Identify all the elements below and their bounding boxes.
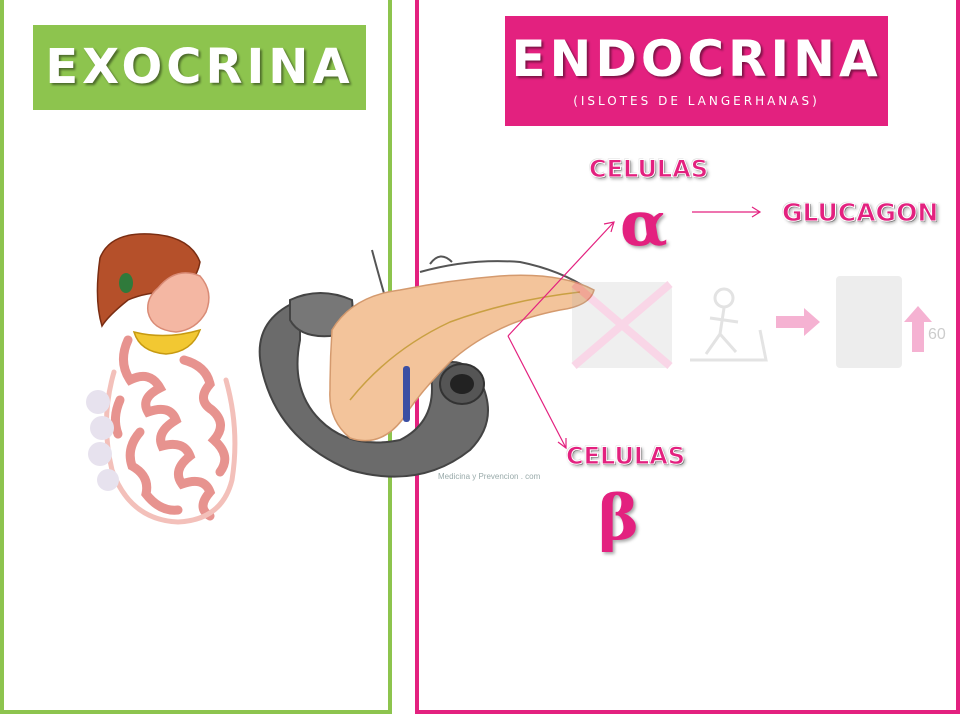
arrow-right-icon: [776, 308, 820, 336]
no-food-icon: [571, 280, 673, 370]
watermark-text: Medicina y Prevencion . com: [438, 472, 541, 481]
glucagon-arrow: [692, 206, 762, 218]
alpha-cells-label: CELULAS: [588, 155, 709, 184]
arrow-up-icon: [904, 306, 932, 352]
intestines-icon: [110, 335, 230, 521]
exocrine-panel: [0, 0, 392, 714]
stomach-icon: [132, 272, 210, 355]
alpha-arrow: [507, 221, 615, 337]
faint-number: 60: [928, 326, 946, 343]
glucagon-label: GLUCAGON: [781, 198, 939, 228]
gallbladder-icon: [119, 273, 133, 293]
beta-symbol: β: [598, 481, 640, 554]
alpha-symbol: α: [620, 187, 668, 260]
endocrine-subtitle: (ISLOTES DE LANGERHANAS): [573, 94, 820, 108]
beta-arrow: [507, 335, 567, 450]
endocrine-banner: ENDOCRINA (ISLOTES DE LANGERHANAS): [505, 16, 888, 126]
beta-cells-label: CELULAS: [565, 442, 686, 471]
colon-icon: [86, 390, 119, 491]
pancreas-icon: [329, 274, 595, 442]
endocrine-title: ENDOCRINA: [511, 30, 882, 88]
sugar-bag-icon: [836, 276, 902, 368]
exocrine-title: EXOCRINA: [45, 39, 354, 95]
exocrine-banner: EXOCRINA: [33, 25, 366, 110]
treadmill-icon: [690, 287, 768, 362]
